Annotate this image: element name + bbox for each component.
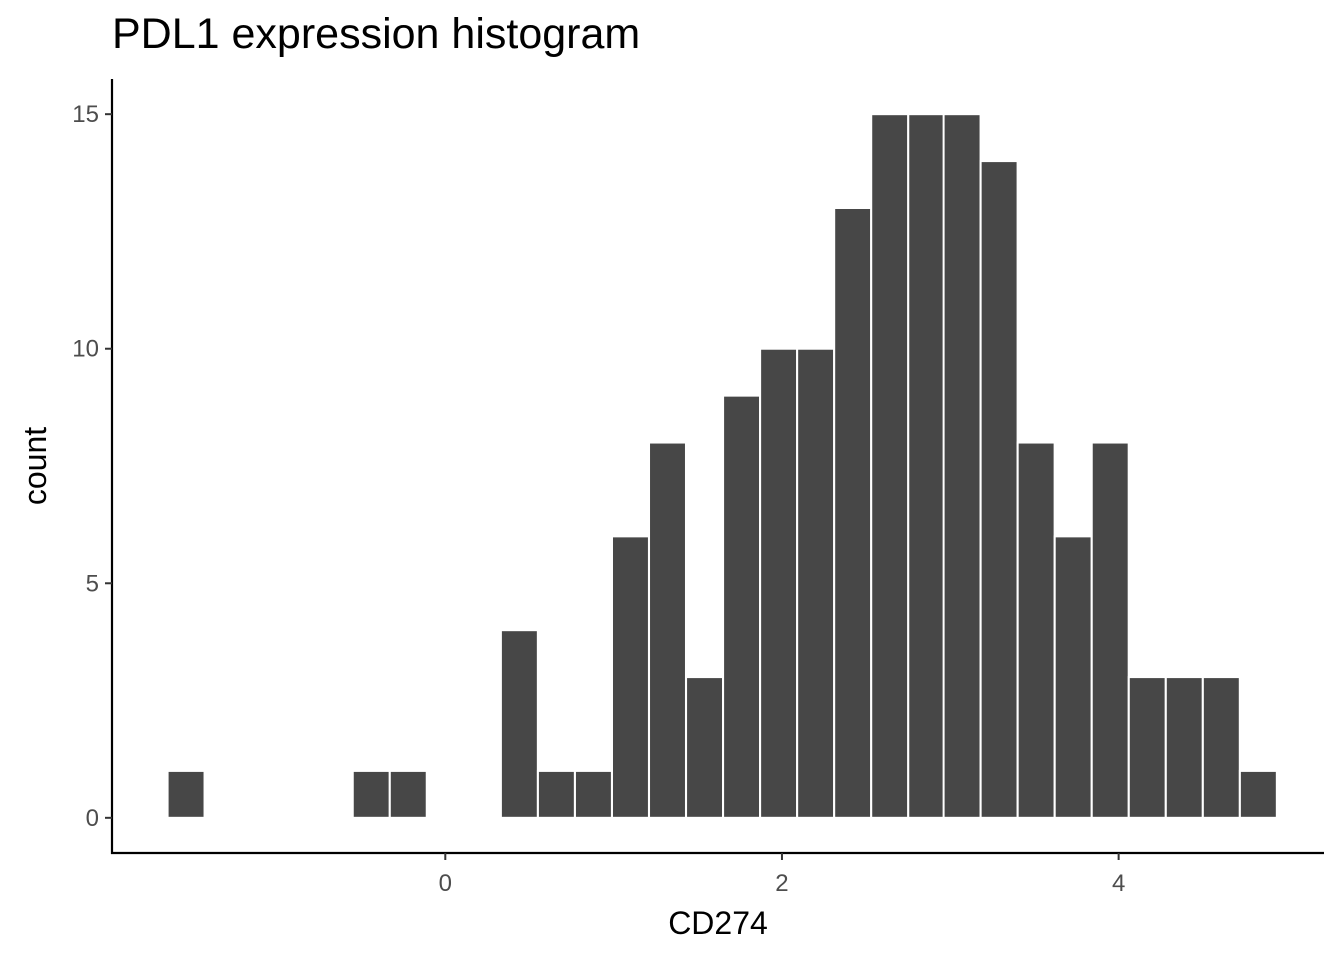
histogram-bar (1016, 441, 1056, 819)
histogram-bar (870, 113, 910, 819)
histogram-bar (1164, 676, 1204, 819)
chart-title: PDL1 expression histogram (112, 10, 641, 58)
histogram-bar (536, 769, 576, 819)
bars-group (166, 113, 1278, 819)
histogram-bar (685, 676, 725, 819)
x-tick-label: 0 (439, 870, 452, 897)
y-ticks-group: 0 5 10 15 (72, 101, 112, 832)
histogram-bar (907, 113, 947, 819)
y-axis-title: count (17, 427, 53, 505)
histogram-bar (610, 535, 650, 819)
histogram-bar (648, 441, 687, 819)
histogram-bar (388, 769, 428, 819)
histogram-bar (1053, 535, 1093, 819)
x-tick-label: 2 (775, 870, 788, 897)
x-ticks-group: 0 2 4 (439, 853, 1125, 897)
histogram-bar (166, 769, 206, 819)
y-tick-label: 5 (86, 570, 99, 597)
histogram-bar (942, 113, 982, 819)
histogram-bar (351, 769, 391, 819)
axes-group (110, 79, 1324, 855)
histogram-bar (573, 769, 613, 819)
histogram-bar (499, 629, 539, 819)
y-tick-label: 0 (86, 805, 99, 832)
histogram-bar (722, 394, 762, 819)
y-tick-label: 15 (72, 101, 99, 128)
x-tick-label: 4 (1112, 870, 1125, 897)
histogram-bar (833, 207, 873, 819)
y-tick-label: 10 (72, 336, 99, 363)
histogram-bar (1090, 441, 1130, 819)
histogram-bar (796, 347, 836, 819)
x-axis-title: CD274 (668, 905, 768, 941)
histogram-bar (979, 160, 1019, 819)
histogram-bar (1201, 676, 1241, 819)
histogram-bar (1127, 676, 1167, 819)
histogram-bar (1238, 769, 1278, 819)
histogram-bar (759, 347, 799, 819)
